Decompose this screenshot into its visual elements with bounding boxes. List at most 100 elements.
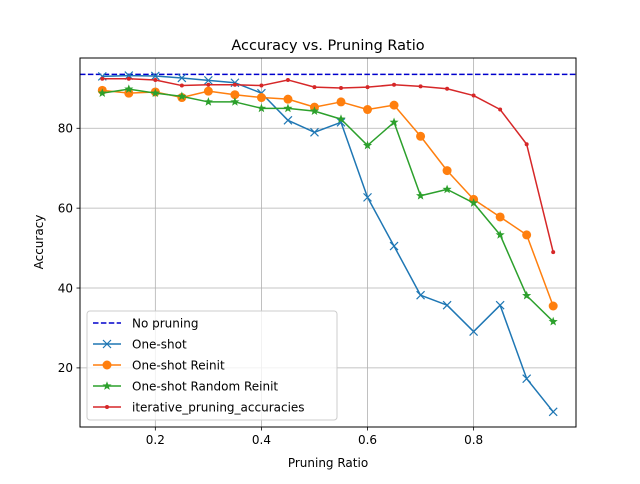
data-point — [392, 82, 397, 87]
chart-title: Accuracy vs. Pruning Ratio — [231, 38, 424, 54]
data-point — [256, 93, 266, 103]
data-point-stroke — [442, 300, 452, 310]
data-point — [259, 83, 264, 88]
data-point — [124, 88, 134, 98]
axis-ticks: 0.2 0.4 0.6 0.8 20 40 60 80 — [58, 122, 483, 447]
legend-marker — [102, 360, 112, 370]
legend-entry: No pruning — [93, 316, 198, 330]
legend-box — [86, 310, 338, 421]
data-point-stroke — [150, 71, 160, 81]
data-point — [469, 198, 479, 207]
legend-entry: One-shot — [93, 337, 187, 351]
legend: No pruning One-shot One-shot Reinit One-sho… — [86, 310, 338, 421]
x-axis-label: Pruning Ratio — [288, 456, 368, 470]
legend-entry: iterative_pruning_accuracies — [93, 400, 305, 414]
data-point-stroke — [203, 75, 213, 85]
legend-entry: One-shot Random Reinit — [93, 379, 278, 393]
data-point — [283, 103, 293, 113]
data-point — [469, 327, 479, 336]
data-point — [283, 115, 293, 125]
data-point — [551, 250, 556, 255]
data-point — [283, 94, 293, 104]
data-point — [389, 100, 399, 110]
legend-marker — [105, 405, 109, 409]
data-point — [548, 316, 558, 326]
data-point — [100, 76, 105, 81]
series-3 — [100, 76, 556, 255]
plot-frame — [79, 57, 577, 428]
data-point — [232, 82, 237, 87]
data-point — [309, 106, 320, 115]
data-point-stroke — [522, 374, 532, 384]
data-point-stroke — [548, 407, 558, 417]
legend-label: No pruning — [132, 316, 198, 330]
data-point — [389, 117, 399, 127]
data-point — [177, 73, 187, 83]
data-point — [310, 127, 319, 137]
data-point — [522, 374, 532, 384]
data-point — [495, 300, 505, 310]
data-point — [285, 77, 290, 82]
data-point-stroke — [416, 290, 425, 300]
series-line — [102, 74, 554, 413]
series-line — [102, 89, 554, 307]
data-point-stroke — [283, 115, 293, 125]
legend-label: One-shot Reinit — [132, 358, 225, 372]
data-point — [363, 192, 372, 202]
data-point — [230, 97, 240, 106]
legend-entry: One-shot Reinit — [93, 358, 225, 372]
data-point-stroke — [177, 73, 187, 83]
data-point — [177, 91, 187, 101]
data-point — [97, 88, 107, 98]
data-point — [442, 300, 452, 310]
data-point — [442, 184, 452, 194]
x-tick-label: 0.6 — [358, 433, 377, 447]
y-tick-label: 60 — [58, 201, 73, 215]
data-point — [150, 71, 160, 81]
data-point — [495, 230, 505, 239]
y-tick-label: 80 — [58, 122, 73, 136]
data-point — [336, 117, 346, 127]
data-point — [416, 190, 426, 200]
data-point-stroke — [469, 327, 479, 336]
grid — [80, 58, 576, 427]
y-tick-label: 40 — [58, 281, 73, 295]
data-point — [522, 230, 532, 240]
y-axis-label: Accuracy — [32, 215, 46, 270]
data-point-stroke — [310, 127, 319, 137]
x-tick-label: 0.4 — [252, 433, 271, 447]
series-line — [102, 88, 554, 323]
data-point — [416, 290, 425, 300]
data-point — [445, 86, 450, 91]
data-point — [548, 301, 558, 311]
legend-label: iterative_pruning_accuracies — [132, 400, 305, 414]
data-point — [203, 86, 213, 96]
series-2 — [97, 84, 558, 326]
data-point — [203, 75, 213, 85]
data-point-stroke — [389, 241, 399, 251]
data-point — [498, 107, 503, 112]
data-point — [336, 97, 346, 107]
data-point-stroke — [495, 300, 505, 310]
plot-area — [80, 71, 576, 417]
data-point-stroke — [336, 117, 346, 127]
legend-marker — [102, 381, 112, 390]
y-tick-label: 20 — [58, 361, 73, 375]
data-point — [363, 105, 373, 115]
data-point — [524, 142, 529, 147]
data-point-stroke — [363, 192, 372, 202]
data-point — [389, 241, 399, 251]
data-point — [471, 93, 476, 98]
series-line — [102, 78, 554, 253]
legend-label: One-shot — [132, 337, 187, 351]
data-point — [203, 97, 213, 106]
data-point-stroke — [97, 71, 107, 81]
x-tick-label: 0.8 — [464, 433, 483, 447]
data-point — [522, 290, 532, 300]
data-point — [150, 88, 160, 98]
data-point — [418, 84, 423, 89]
data-point — [230, 90, 240, 100]
data-point — [338, 85, 343, 90]
